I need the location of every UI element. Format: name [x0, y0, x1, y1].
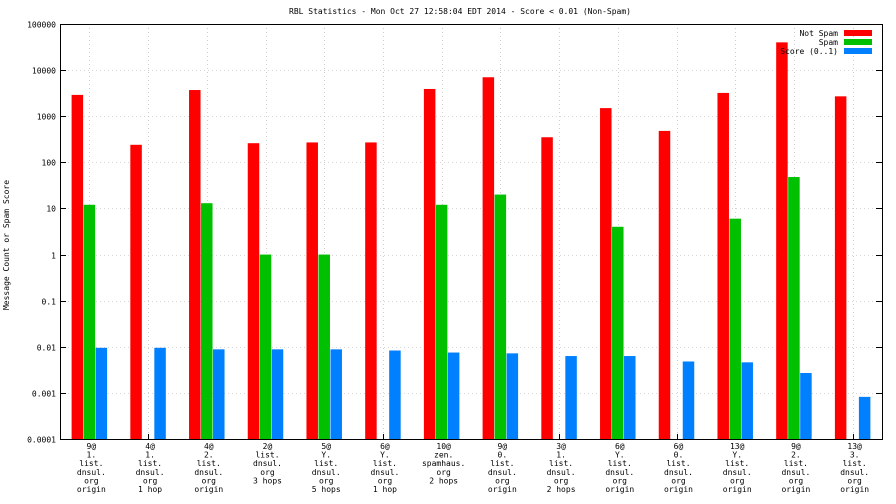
- x-category-label: 4@ 2. list. dnsul. org origin: [194, 442, 223, 494]
- y-tick-label: 10000: [32, 67, 56, 76]
- x-category-label: 6@ 0. list. dnsul. org origin: [664, 442, 693, 494]
- bar-spam: [259, 254, 272, 439]
- bar-not-spam: [541, 137, 553, 439]
- bar-score-0-1: [330, 349, 342, 439]
- bar-not-spam: [130, 144, 142, 439]
- bar-score-0-1: [213, 349, 225, 439]
- x-category-label: 9@ 0. list. dnsul. org origin: [488, 442, 517, 494]
- bar-not-spam: [423, 88, 436, 439]
- y-tick-label: 100: [42, 159, 57, 168]
- bar-not-spam: [306, 142, 318, 439]
- x-category-label: 3@ 1. list. dnsul. org 2 hops: [547, 442, 576, 494]
- x-category-label: 6@ Y. list. dnsul. org 1 hop: [370, 442, 399, 494]
- bar-not-spam: [834, 96, 847, 440]
- y-tick-label: 1000: [37, 113, 56, 122]
- bar-not-spam: [71, 94, 84, 439]
- y-tick-label: 10: [46, 205, 56, 214]
- legend-label: Score (0..1): [780, 47, 838, 56]
- bar-spam: [788, 177, 800, 439]
- bar-spam: [201, 203, 213, 439]
- x-category-label: 13@ 3. list. dnsul. org origin: [840, 442, 869, 494]
- bar-spam: [612, 226, 624, 439]
- chart-title: RBL Statistics - Mon Oct 27 12:58:04 EDT…: [289, 7, 631, 16]
- grid-lines: [60, 24, 882, 440]
- bar-not-spam: [600, 108, 612, 440]
- bar-spam: [435, 204, 448, 439]
- bar-not-spam: [482, 77, 495, 439]
- bar-score-0-1: [95, 347, 108, 439]
- x-category-label: 9@ 1. list. dnsul. org origin: [77, 442, 106, 494]
- bar-not-spam: [658, 130, 671, 440]
- x-category-label: 2@ list. dnsul. org 3 hops: [253, 442, 282, 485]
- x-category-label: 4@ 1. list. dnsul. org 1 hop: [136, 442, 165, 494]
- bar-not-spam: [776, 42, 788, 439]
- y-tick-label: 100000: [27, 21, 56, 30]
- legend-swatch: [844, 48, 872, 54]
- bar-score-0-1: [506, 353, 519, 439]
- legend-swatch: [844, 30, 872, 36]
- bar-score-0-1: [624, 356, 636, 439]
- bar-score-0-1: [800, 372, 812, 439]
- y-tick-label: 0.01: [37, 344, 56, 353]
- y-tick-label: 0.001: [32, 390, 56, 399]
- bar-score-0-1: [271, 349, 284, 439]
- bar-score-0-1: [858, 396, 871, 439]
- bar-not-spam: [365, 142, 377, 439]
- bar-spam: [318, 254, 330, 439]
- bar-score-0-1: [741, 362, 753, 439]
- bar-spam: [83, 204, 96, 439]
- bar-score-0-1: [565, 356, 577, 439]
- bar-not-spam: [189, 90, 201, 439]
- x-category-label: 5@ Y. list. dnsul. org 5 hops: [312, 442, 341, 494]
- bar-spam: [494, 194, 507, 439]
- x-category-label: 6@ Y. list. dnsul. org origin: [605, 442, 634, 494]
- y-tick-label: 0.1: [42, 298, 57, 307]
- bar-spam: [729, 218, 741, 439]
- y-tick-label: 1: [51, 252, 56, 261]
- bar-not-spam: [717, 92, 729, 439]
- x-category-label: 13@ Y. list. dnsul. org origin: [723, 442, 752, 494]
- y-axis-ticks: 0.0001 0.001 0.01 0.1 1 10 100 1000 10000 100000: [27, 21, 882, 445]
- bar-score-0-1: [389, 350, 401, 439]
- y-axis-label: Message Count or Spam Score: [2, 180, 11, 310]
- legend-swatch: [844, 39, 872, 45]
- x-category-label: 10@ zen. spamhaus. org 2 hops: [422, 442, 465, 485]
- x-category-label: 9@ 2. list. dnsul. org origin: [781, 442, 810, 494]
- legend-label: Not Spam: [799, 29, 838, 38]
- plot-frame: [60, 24, 883, 440]
- legend-label: Spam: [819, 38, 838, 47]
- bar-score-0-1: [682, 361, 695, 439]
- bar-not-spam: [247, 143, 260, 439]
- bar-score-0-1: [154, 347, 166, 439]
- x-axis-category-labels: 9@ 1. list. dnsul. org origin 4@ 1. list. dnsul. o…: [77, 442, 869, 494]
- bar-score-0-1: [447, 352, 460, 439]
- bars: [71, 42, 871, 440]
- y-tick-label: 0.0001: [27, 436, 56, 445]
